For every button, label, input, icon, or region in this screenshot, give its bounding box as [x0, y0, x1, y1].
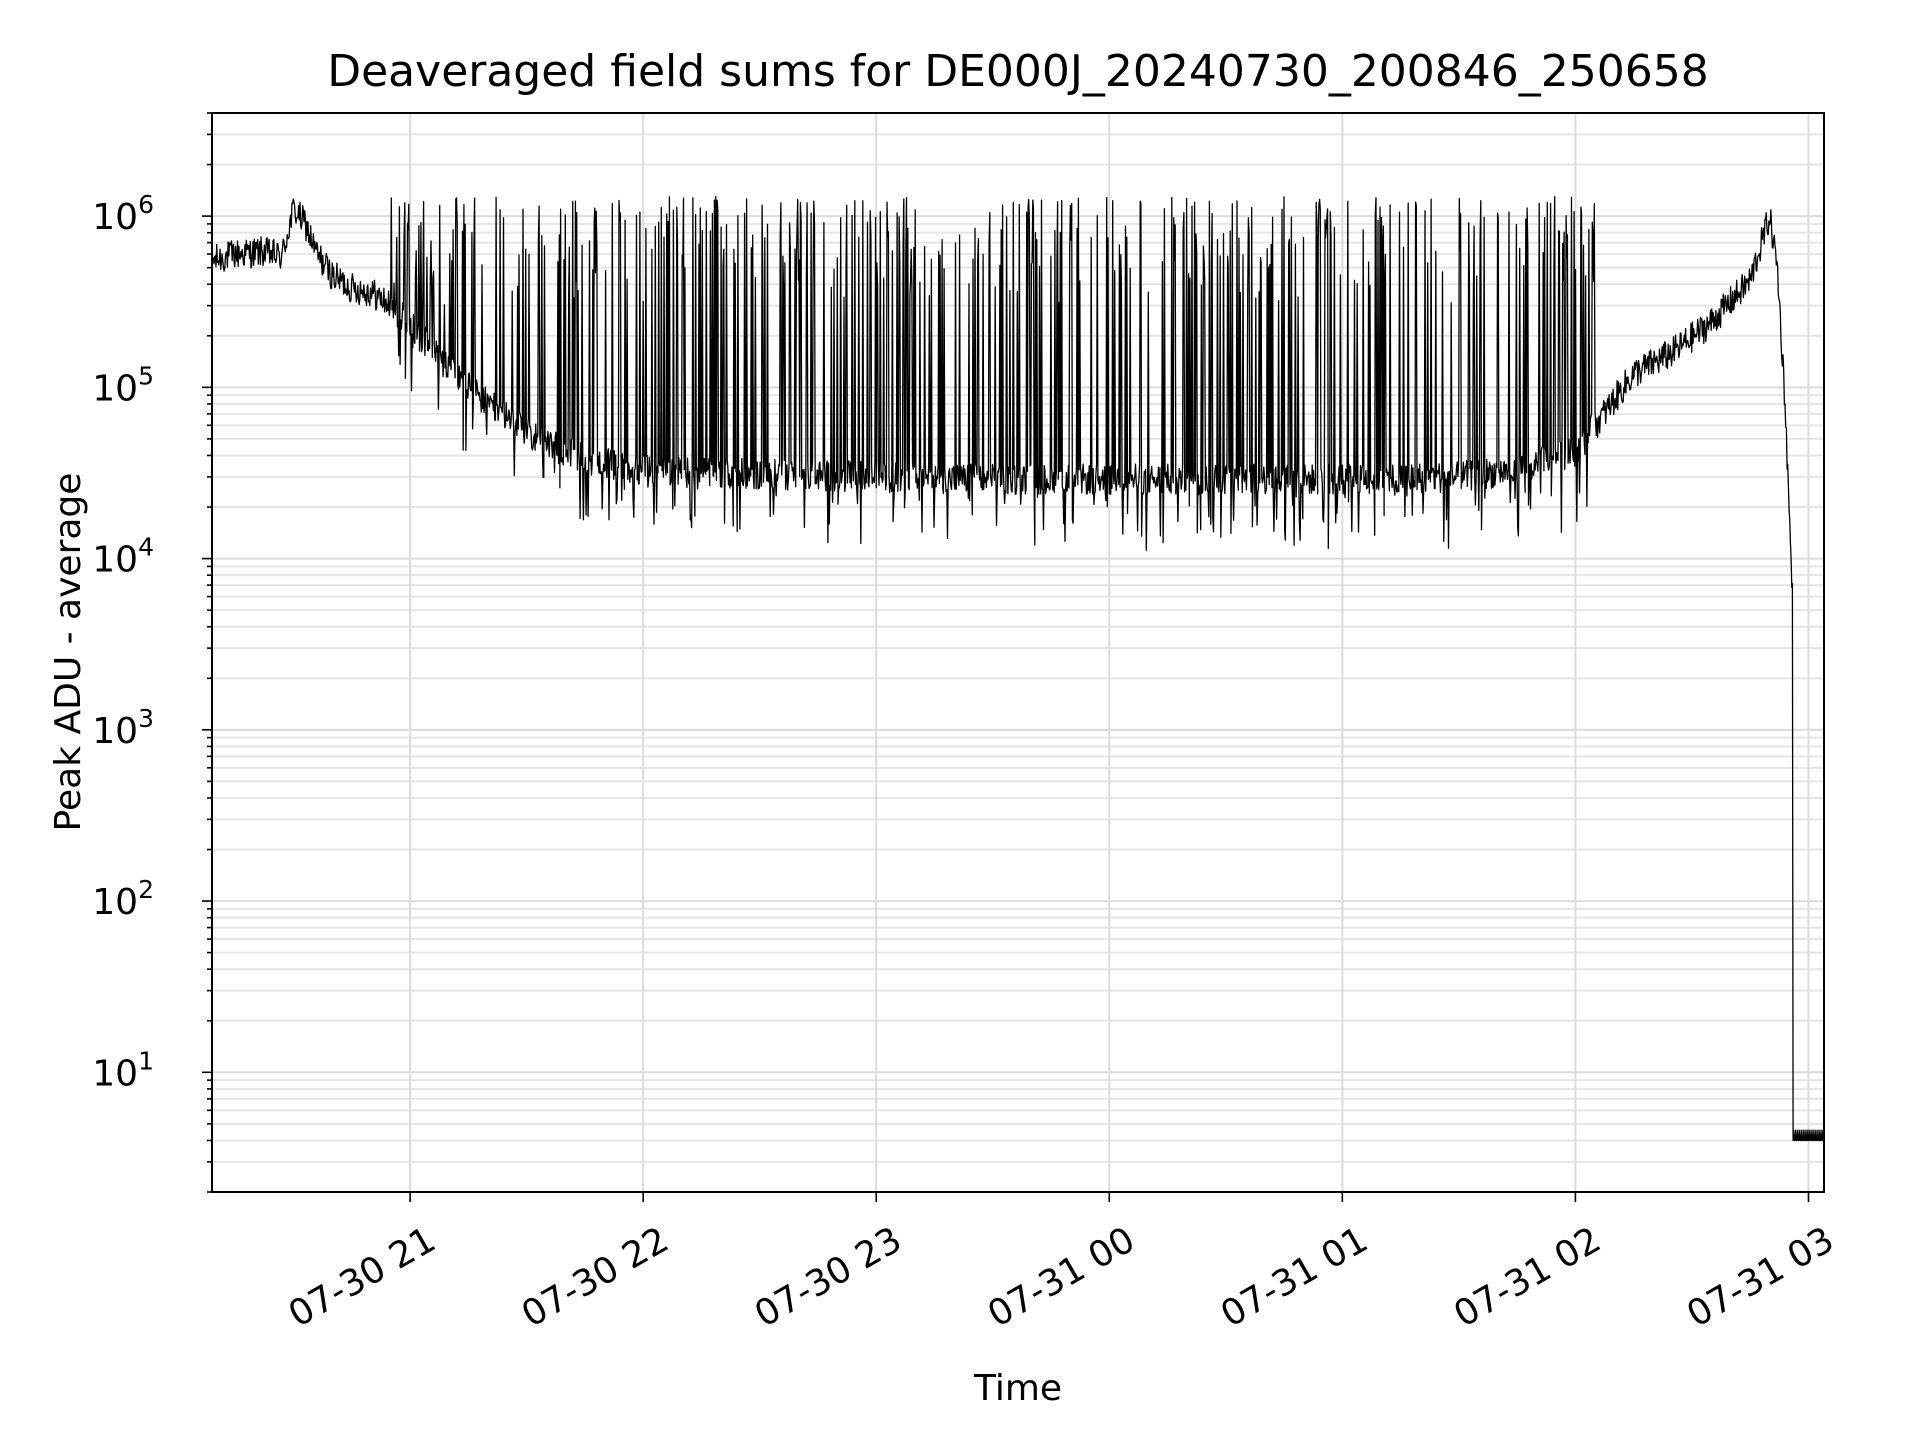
y-axis-ticks: 101 102 103 104 105 106: [92, 112, 212, 1193]
y-tick-label: 101: [92, 1046, 154, 1094]
plot-area: [212, 195, 1824, 1142]
x-axis-label: Time: [973, 1368, 1062, 1409]
series-line: [212, 195, 1824, 1142]
y-tick-label: 106: [92, 190, 154, 238]
y-tick-label: 103: [92, 704, 154, 752]
y-tick-label: 102: [92, 875, 154, 923]
x-tick-label: 07-30 21: [282, 1219, 443, 1335]
x-axis-ticks: 07-30 21 07-30 22 07-30 23 07-31 00 07-31 01…: [282, 1192, 1841, 1336]
y-tick-label: 105: [92, 361, 154, 409]
x-tick-label: 07-30 23: [748, 1219, 909, 1335]
y-axis-label: Peak ADU - average: [48, 473, 89, 832]
plot-frame: [211, 112, 1825, 1193]
x-tick-label: 07-31 03: [1680, 1219, 1841, 1335]
x-tick-label: 07-31 00: [981, 1219, 1142, 1335]
chart-title: Deaveraged field sums for DE000J_2024073…: [327, 46, 1709, 97]
x-tick-label: 07-30 22: [515, 1219, 676, 1335]
y-tick-label: 104: [92, 533, 154, 581]
x-tick-label: 07-31 02: [1447, 1219, 1608, 1335]
x-tick-label: 07-31 01: [1214, 1219, 1375, 1335]
